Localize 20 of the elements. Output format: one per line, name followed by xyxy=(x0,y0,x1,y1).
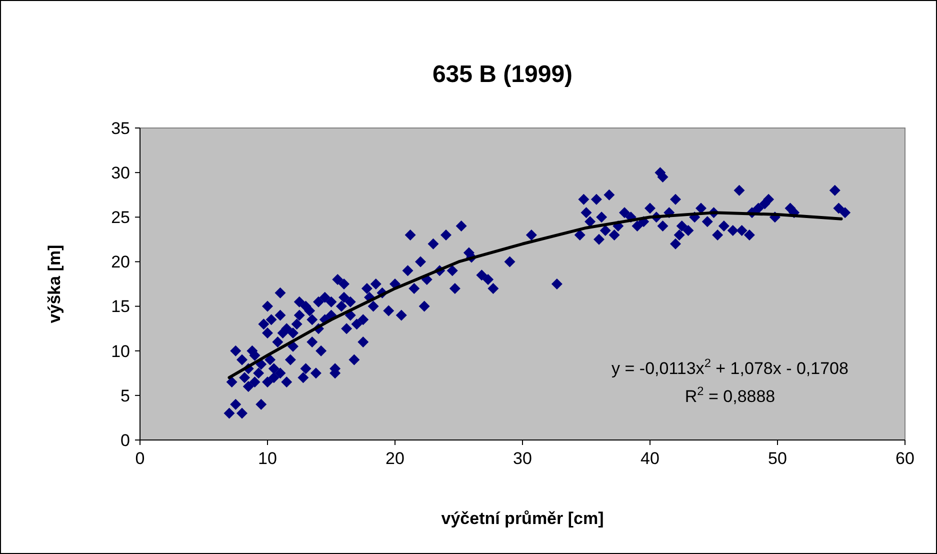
y-tick-label: 25 xyxy=(111,208,130,228)
y-tick-label: 0 xyxy=(120,430,130,450)
x-tick-label: 20 xyxy=(386,449,404,468)
x-tick-label: 50 xyxy=(768,449,787,468)
y-tick-label: 15 xyxy=(111,297,130,316)
x-tick-label: 30 xyxy=(513,449,532,468)
x-tick-label: 40 xyxy=(640,449,660,468)
annotation: R$^{2}$ = 0,8888 xyxy=(684,384,776,406)
y-axis-title: výška [m] xyxy=(45,244,64,324)
chart-title: 635 B (1999) xyxy=(432,61,573,88)
x-tick-label: 10 xyxy=(258,449,277,468)
y-tick-label: 20 xyxy=(111,252,130,272)
y-tick-label: 35 xyxy=(111,118,130,138)
y-tick-label: 30 xyxy=(111,164,130,183)
x-axis-title: výčetní průměr [cm] xyxy=(441,509,604,528)
y-tick-label: 5 xyxy=(120,386,130,406)
y-tick-label: 10 xyxy=(111,342,130,361)
x-tick-label: 0 xyxy=(135,449,145,468)
x-tick-label: 60 xyxy=(896,449,914,468)
annotation: y = -0,0113x$^{2}$ + 1,078x - 0,1708 xyxy=(612,356,848,378)
